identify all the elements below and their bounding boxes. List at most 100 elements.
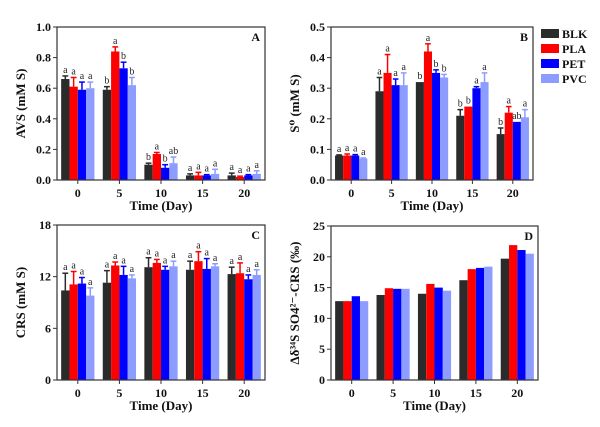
x-tick-label: 15 [197,186,209,200]
bar-blk [500,258,510,380]
bar-pet [393,288,402,380]
significance-label: b [104,76,109,87]
bar-blk [61,290,70,380]
significance-label: a [482,62,487,73]
bar-pet [475,267,485,380]
x-tick-label: 20 [238,186,250,200]
bar-blk [417,293,427,380]
significance-label: a [246,164,251,175]
bar-pet [434,287,443,380]
bar-pla [426,283,435,380]
bar-pvc [86,295,95,380]
significance-label: a [377,66,382,77]
significance-label: a [63,262,68,273]
bar-pvc [359,158,368,180]
significance-label: a [188,250,193,261]
bar-blk [227,274,236,380]
significance-label: ab [512,111,521,122]
bar-pet [512,121,521,180]
significance-label: a [229,256,234,267]
x-tick-label: 15 [466,186,478,200]
x-tick-label: 5 [390,386,396,400]
y-tick-label: 0.6 [36,81,51,95]
x-tick-label: 0 [348,186,354,200]
bar-blk [102,282,112,380]
significance-label: b [466,96,471,107]
y-tick-label: 0.2 [310,112,325,126]
y-tick-label: 0.0 [36,173,51,187]
significance-label: b [417,71,422,82]
bar-pla [69,284,78,380]
x-tick-label: 20 [511,386,523,400]
bar-pla [69,86,78,180]
significance-label: a [113,251,118,262]
significance-label: b [434,59,439,70]
bar-blk [496,134,505,180]
bar-pvc [252,274,261,380]
significance-label: a [507,96,512,107]
bar-pla [464,106,473,180]
significance-label: a [345,143,350,154]
significance-label: a [155,141,160,152]
bar-pla [152,262,161,380]
significance-label: a [238,252,243,263]
bar-blk [335,301,344,380]
x-tick-label: 20 [238,386,250,400]
bar-blk [144,164,153,180]
bar-pet [472,88,481,180]
panel-letter: C [251,228,260,242]
bar-blk [376,294,385,380]
bar-pla [194,261,203,380]
significance-label: b [121,51,126,62]
bar-pla [343,301,352,380]
y-tick-label: 0.0 [310,173,325,187]
bar-pvc [525,253,534,380]
bar-pla [235,176,245,180]
significance-label: b [442,63,447,74]
significance-label: a [121,255,126,266]
significance-label: a [254,160,259,171]
y-tick-label: 5 [319,342,325,356]
bar-pvc [169,266,178,380]
bar-pvc [359,301,369,380]
significance-label: b [498,117,503,128]
bar-blk [335,155,344,180]
significance-label: a [474,76,479,87]
significance-label: a [188,163,193,174]
bar-blk [375,91,384,180]
bar-pet [517,250,526,380]
bar-pvc [210,266,220,380]
x-tick-label: 5 [389,186,395,200]
panel-d: 0 5 10 15 20 25 0 5 10 15 20 Time (Day) Δδ³⁴S SO4²⁻-… [287,219,539,413]
bar-pla [504,112,513,180]
y-tick-label: 12 [39,270,51,284]
bar-pvc [480,82,489,180]
bar-blk [144,267,153,380]
bar-blk [456,115,465,180]
x-axis-title: Time (Day) [401,198,464,213]
significance-label: a [88,71,93,82]
y-axis-title: AVS (mM S) [13,69,28,139]
y-tick-label: 1.0 [36,20,51,34]
significance-label: a [213,253,218,264]
bar-pvc [86,88,95,180]
significance-label: a [401,62,406,73]
significance-label: a [80,267,85,278]
significance-label: a [113,36,118,47]
x-tick-label: 0 [75,386,81,400]
x-axis-title: Time (Day) [130,398,193,413]
x-tick-label: 10 [155,386,167,400]
bar-pla [343,155,352,180]
bar-pvc [210,173,220,180]
significance-label: a [71,261,76,272]
y-tick-label: 0.5 [310,20,325,34]
significance-label: a [205,248,210,259]
bar-pla [384,288,394,380]
significance-label: b [146,152,151,163]
bar-pet [119,274,128,380]
x-tick-label: 10 [155,186,167,200]
bar-pla [383,72,392,180]
bar-pet [77,89,87,180]
y-tick-label: 0 [319,373,325,387]
